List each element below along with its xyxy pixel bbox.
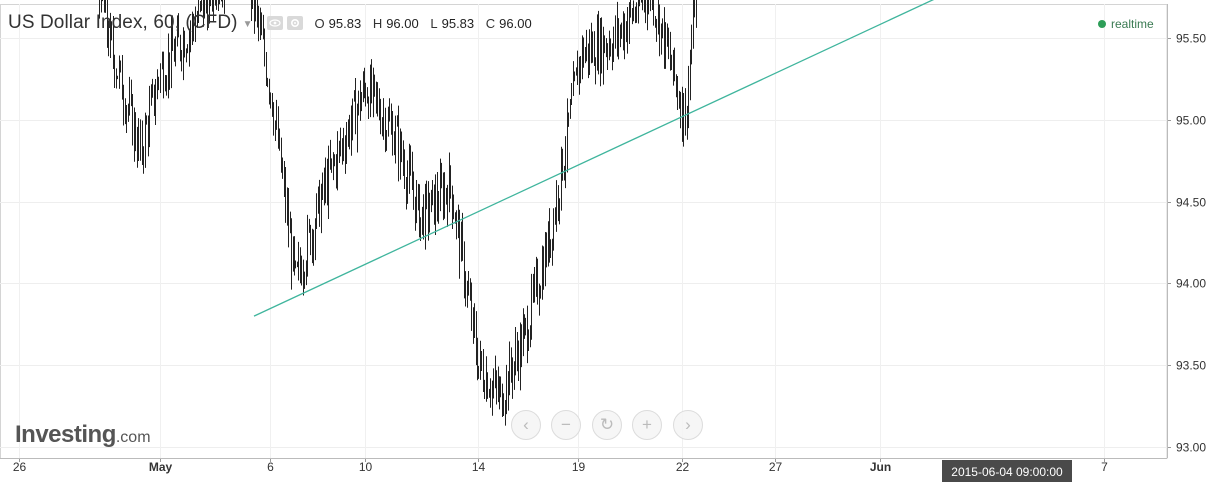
ohlc-high-key: H	[372, 15, 383, 31]
y-tick-label: 94.50	[1176, 196, 1206, 210]
plus-icon: +	[642, 415, 652, 434]
x-tick-label: 22	[676, 460, 690, 474]
x-tick-label: May	[149, 460, 173, 474]
y-tick-label: 93.50	[1176, 359, 1206, 373]
y-tick-label: 93.00	[1176, 441, 1206, 455]
ohlc-high-value: 96.00	[386, 15, 419, 31]
scroll-right-button[interactable]: ›	[673, 410, 703, 440]
x-tick-label: 7	[1101, 460, 1108, 474]
realtime-label: realtime	[1111, 17, 1154, 31]
zoom-out-button[interactable]: −	[551, 410, 581, 440]
ohlc-low-value: 95.83	[441, 15, 475, 31]
x-tick-label: 10	[359, 460, 373, 474]
x-tick-label: 26	[13, 460, 27, 474]
realtime-status: realtime	[1098, 17, 1154, 31]
y-tick-label: 95.50	[1176, 32, 1206, 46]
ohlc-open-key: O	[314, 15, 325, 31]
ohlc-close-key: C	[485, 15, 496, 31]
scroll-left-button[interactable]: ‹	[511, 410, 541, 440]
zoom-in-button[interactable]: +	[632, 410, 662, 440]
x-tick-label: 14	[472, 460, 486, 474]
chevron-down-icon[interactable]: ▼	[242, 19, 253, 30]
refresh-icon: ↻	[599, 415, 615, 434]
ohlc-readout: O 95.83 H 96.00 L 95.83 C 96.00	[315, 16, 540, 31]
logo-domain-text: .com	[115, 429, 151, 446]
y-tick-label: 95.00	[1176, 114, 1206, 128]
logo-main-text: Investing	[15, 421, 116, 448]
ohlc-close-value: 96.00	[499, 15, 532, 31]
crosshair-time-tag	[942, 460, 1072, 482]
investing-logo: Investing .com	[15, 421, 151, 449]
eye-icon[interactable]	[266, 16, 283, 30]
reset-button[interactable]: ↻	[592, 410, 622, 440]
trendline	[253, 0, 935, 317]
price-bars	[99, 0, 697, 426]
status-dot-icon	[1098, 20, 1106, 28]
plot-frame	[0, 4, 1168, 459]
chevron-right-icon: ›	[685, 415, 691, 434]
gridlines	[0, 4, 1168, 459]
x-tick-label: 27	[769, 460, 783, 474]
chevron-left-icon: ‹	[523, 415, 529, 434]
x-tick-label: Jun	[870, 460, 891, 474]
chart-header: US Dollar Index, 60, (CFD) ▼ O 95.83 H 96.…	[8, 12, 540, 34]
x-tick-label: 6	[267, 460, 274, 474]
ohlc-open-value: 95.83	[328, 15, 362, 31]
gear-icon[interactable]	[286, 16, 303, 30]
chart-title[interactable]: US Dollar Index, 60, (CFD)	[8, 12, 238, 33]
y-tick-label: 94.00	[1176, 277, 1206, 291]
x-tick-label: 19	[572, 460, 586, 474]
minus-icon: −	[561, 415, 571, 434]
trendline-group	[253, 0, 935, 317]
crosshair-time-label: 2015-06-04 09:00:00	[951, 465, 1063, 479]
ohlc-low-key: L	[430, 15, 438, 31]
